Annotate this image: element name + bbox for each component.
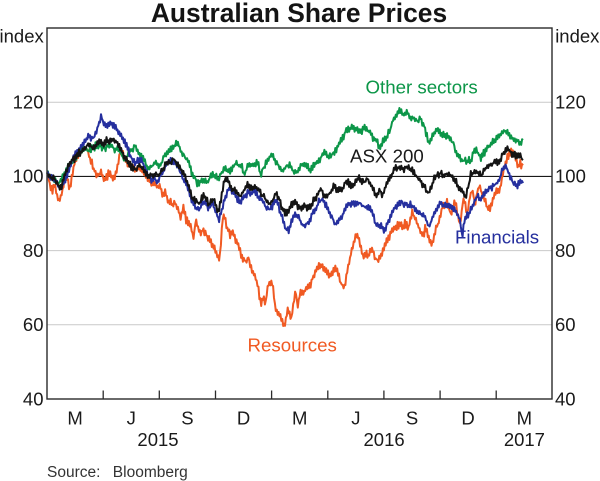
svg-text:ASX 200: ASX 200 — [350, 146, 424, 167]
svg-text:Source:: Source: — [47, 464, 100, 481]
svg-text:40: 40 — [23, 388, 44, 409]
svg-text:120: 120 — [13, 92, 44, 113]
svg-text:S: S — [406, 408, 418, 429]
svg-text:M: M — [517, 408, 532, 429]
svg-text:D: D — [237, 408, 250, 429]
svg-text:40: 40 — [555, 388, 576, 409]
svg-text:D: D — [461, 408, 474, 429]
svg-text:Australian Share Prices: Australian Share Prices — [151, 0, 447, 28]
svg-text:index: index — [555, 26, 600, 47]
svg-text:100: 100 — [13, 166, 44, 187]
svg-text:80: 80 — [555, 240, 576, 261]
svg-text:120: 120 — [555, 92, 586, 113]
svg-text:100: 100 — [555, 166, 586, 187]
svg-text:M: M — [292, 408, 307, 429]
svg-text:index: index — [0, 26, 44, 47]
svg-text:S: S — [181, 408, 193, 429]
svg-text:2016: 2016 — [364, 429, 405, 450]
svg-text:60: 60 — [555, 314, 576, 335]
svg-text:J: J — [351, 408, 360, 429]
svg-text:J: J — [127, 408, 136, 429]
svg-text:80: 80 — [23, 240, 44, 261]
svg-text:Financials: Financials — [455, 227, 539, 248]
svg-text:2015: 2015 — [137, 429, 178, 450]
svg-text:Other sectors: Other sectors — [366, 77, 478, 98]
svg-text:2017: 2017 — [504, 429, 545, 450]
svg-text:60: 60 — [23, 314, 44, 335]
svg-text:Bloomberg: Bloomberg — [113, 464, 188, 481]
svg-text:Resources: Resources — [248, 334, 337, 355]
svg-text:M: M — [67, 408, 82, 429]
